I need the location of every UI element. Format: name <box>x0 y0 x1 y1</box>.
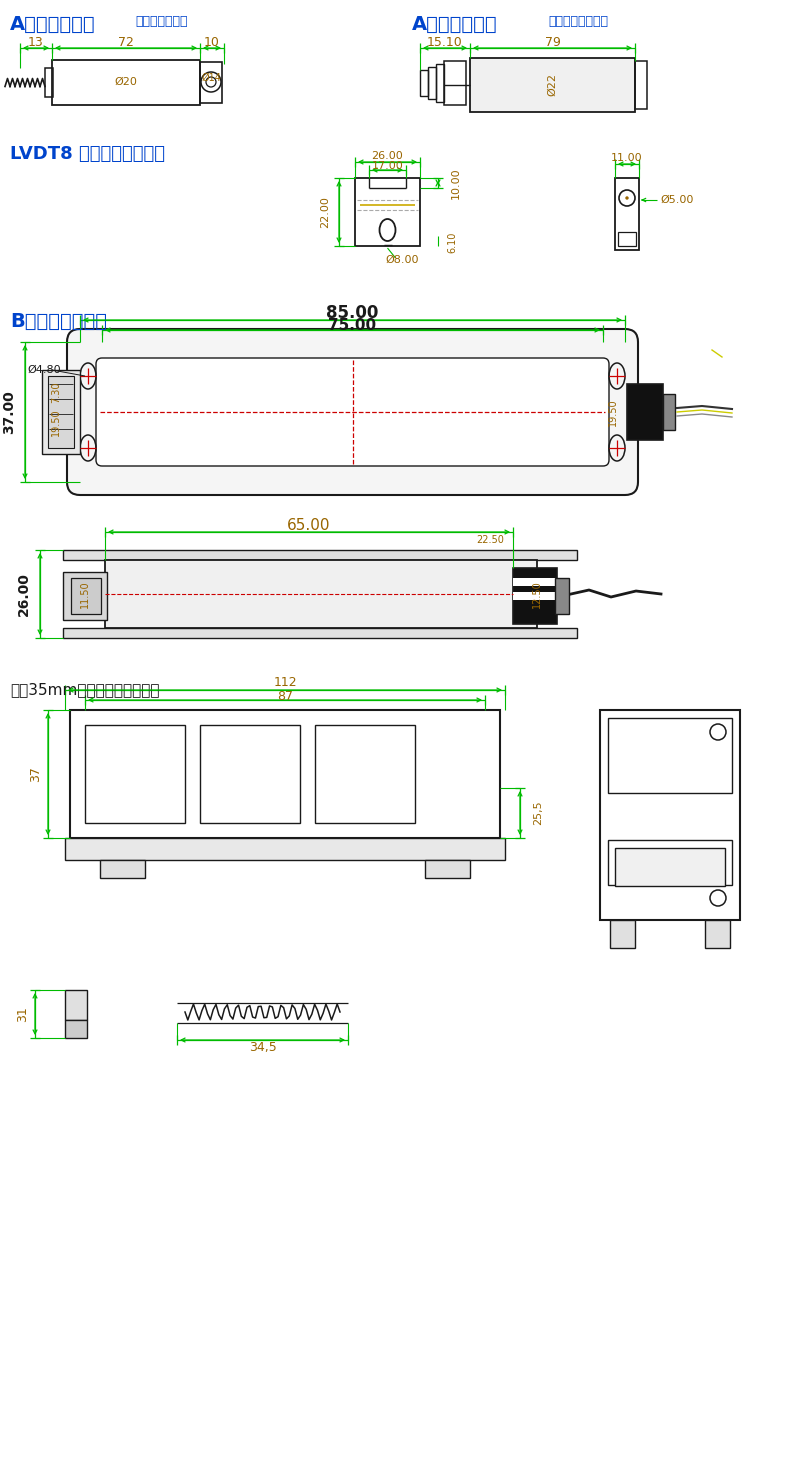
Text: 标准35mm导轨式安装尺寸图：: 标准35mm导轨式安装尺寸图： <box>10 682 160 697</box>
Bar <box>52 60 200 105</box>
Bar <box>600 710 740 919</box>
Text: 112: 112 <box>273 676 297 690</box>
Text: LVDT8 测笔塑料安装支架: LVDT8 测笔塑料安装支架 <box>10 145 165 163</box>
Bar <box>200 61 222 102</box>
Bar <box>70 710 500 837</box>
Text: 79: 79 <box>544 35 560 48</box>
Circle shape <box>626 198 628 199</box>
Text: 75.00: 75.00 <box>329 319 377 334</box>
Text: 6.10: 6.10 <box>447 231 457 253</box>
Text: A型圆管电子仓: A型圆管电子仓 <box>412 15 498 34</box>
Bar <box>42 370 80 454</box>
Bar <box>85 725 185 823</box>
Text: 15.10: 15.10 <box>427 35 463 48</box>
Bar <box>627 384 663 441</box>
Text: Ø14: Ø14 <box>201 73 221 83</box>
Text: 26.00: 26.00 <box>17 572 31 616</box>
Bar <box>436 64 444 102</box>
Bar <box>100 859 145 878</box>
Bar <box>65 837 505 859</box>
Text: 34,5: 34,5 <box>249 1041 276 1054</box>
Bar <box>71 578 101 613</box>
Text: 11.00: 11.00 <box>611 154 643 163</box>
Text: B型长方形电子仓: B型长方形电子仓 <box>10 312 107 331</box>
Bar <box>105 561 537 628</box>
Bar <box>45 67 53 97</box>
Bar <box>513 578 557 586</box>
Text: Ø5.00: Ø5.00 <box>660 195 694 205</box>
Bar <box>555 578 569 613</box>
Text: 11.50: 11.50 <box>80 580 90 608</box>
Text: Ø8.00: Ø8.00 <box>386 255 419 265</box>
Bar <box>63 572 107 619</box>
Text: 13: 13 <box>28 35 44 48</box>
Text: 19.50: 19.50 <box>51 408 61 436</box>
Bar <box>470 59 635 113</box>
Bar <box>615 179 639 250</box>
Text: 31: 31 <box>17 1006 29 1022</box>
Text: 12.50: 12.50 <box>532 580 542 608</box>
Text: （数字信号输出）: （数字信号输出） <box>548 15 608 28</box>
Text: 37: 37 <box>29 766 43 782</box>
Text: 22.50: 22.50 <box>476 534 504 545</box>
Text: Ø4.80: Ø4.80 <box>27 365 61 375</box>
Text: 10: 10 <box>204 35 220 48</box>
Bar <box>513 568 557 624</box>
Bar <box>610 919 635 949</box>
FancyBboxPatch shape <box>96 359 609 466</box>
Bar <box>635 61 647 108</box>
Bar <box>428 67 436 100</box>
FancyBboxPatch shape <box>67 329 638 495</box>
Text: 37.00: 37.00 <box>2 389 16 433</box>
Text: Ø22: Ø22 <box>547 73 557 97</box>
Bar <box>48 376 74 448</box>
Text: 22.00: 22.00 <box>320 196 330 228</box>
Text: （模拟量输出）: （模拟量输出） <box>135 15 187 28</box>
Bar <box>615 848 725 886</box>
Text: 7.30: 7.30 <box>51 381 61 403</box>
Bar <box>63 550 577 561</box>
Bar <box>663 394 675 430</box>
Bar <box>513 591 557 600</box>
Text: 17.00: 17.00 <box>371 161 404 171</box>
Bar <box>200 725 300 823</box>
Bar <box>444 61 466 105</box>
Text: 19.50: 19.50 <box>608 398 618 426</box>
Bar <box>705 919 730 949</box>
Text: 26.00: 26.00 <box>371 151 404 161</box>
Text: 10.00: 10.00 <box>451 167 461 199</box>
Text: A型圆管电子仓: A型圆管电子仓 <box>10 15 96 34</box>
Text: 87: 87 <box>277 690 293 703</box>
Text: Ø20: Ø20 <box>115 78 137 86</box>
Bar <box>420 70 428 97</box>
Text: 25,5: 25,5 <box>533 801 543 826</box>
Text: 72: 72 <box>118 35 134 48</box>
Bar <box>65 990 87 1020</box>
Bar <box>608 717 732 793</box>
Bar <box>618 231 636 246</box>
Bar <box>315 725 415 823</box>
Bar <box>63 628 577 638</box>
Text: 65.00: 65.00 <box>288 517 331 533</box>
Bar <box>65 1020 87 1038</box>
Bar <box>425 859 470 878</box>
Bar <box>608 840 732 886</box>
Bar <box>355 179 420 246</box>
Text: 85.00: 85.00 <box>326 305 378 322</box>
